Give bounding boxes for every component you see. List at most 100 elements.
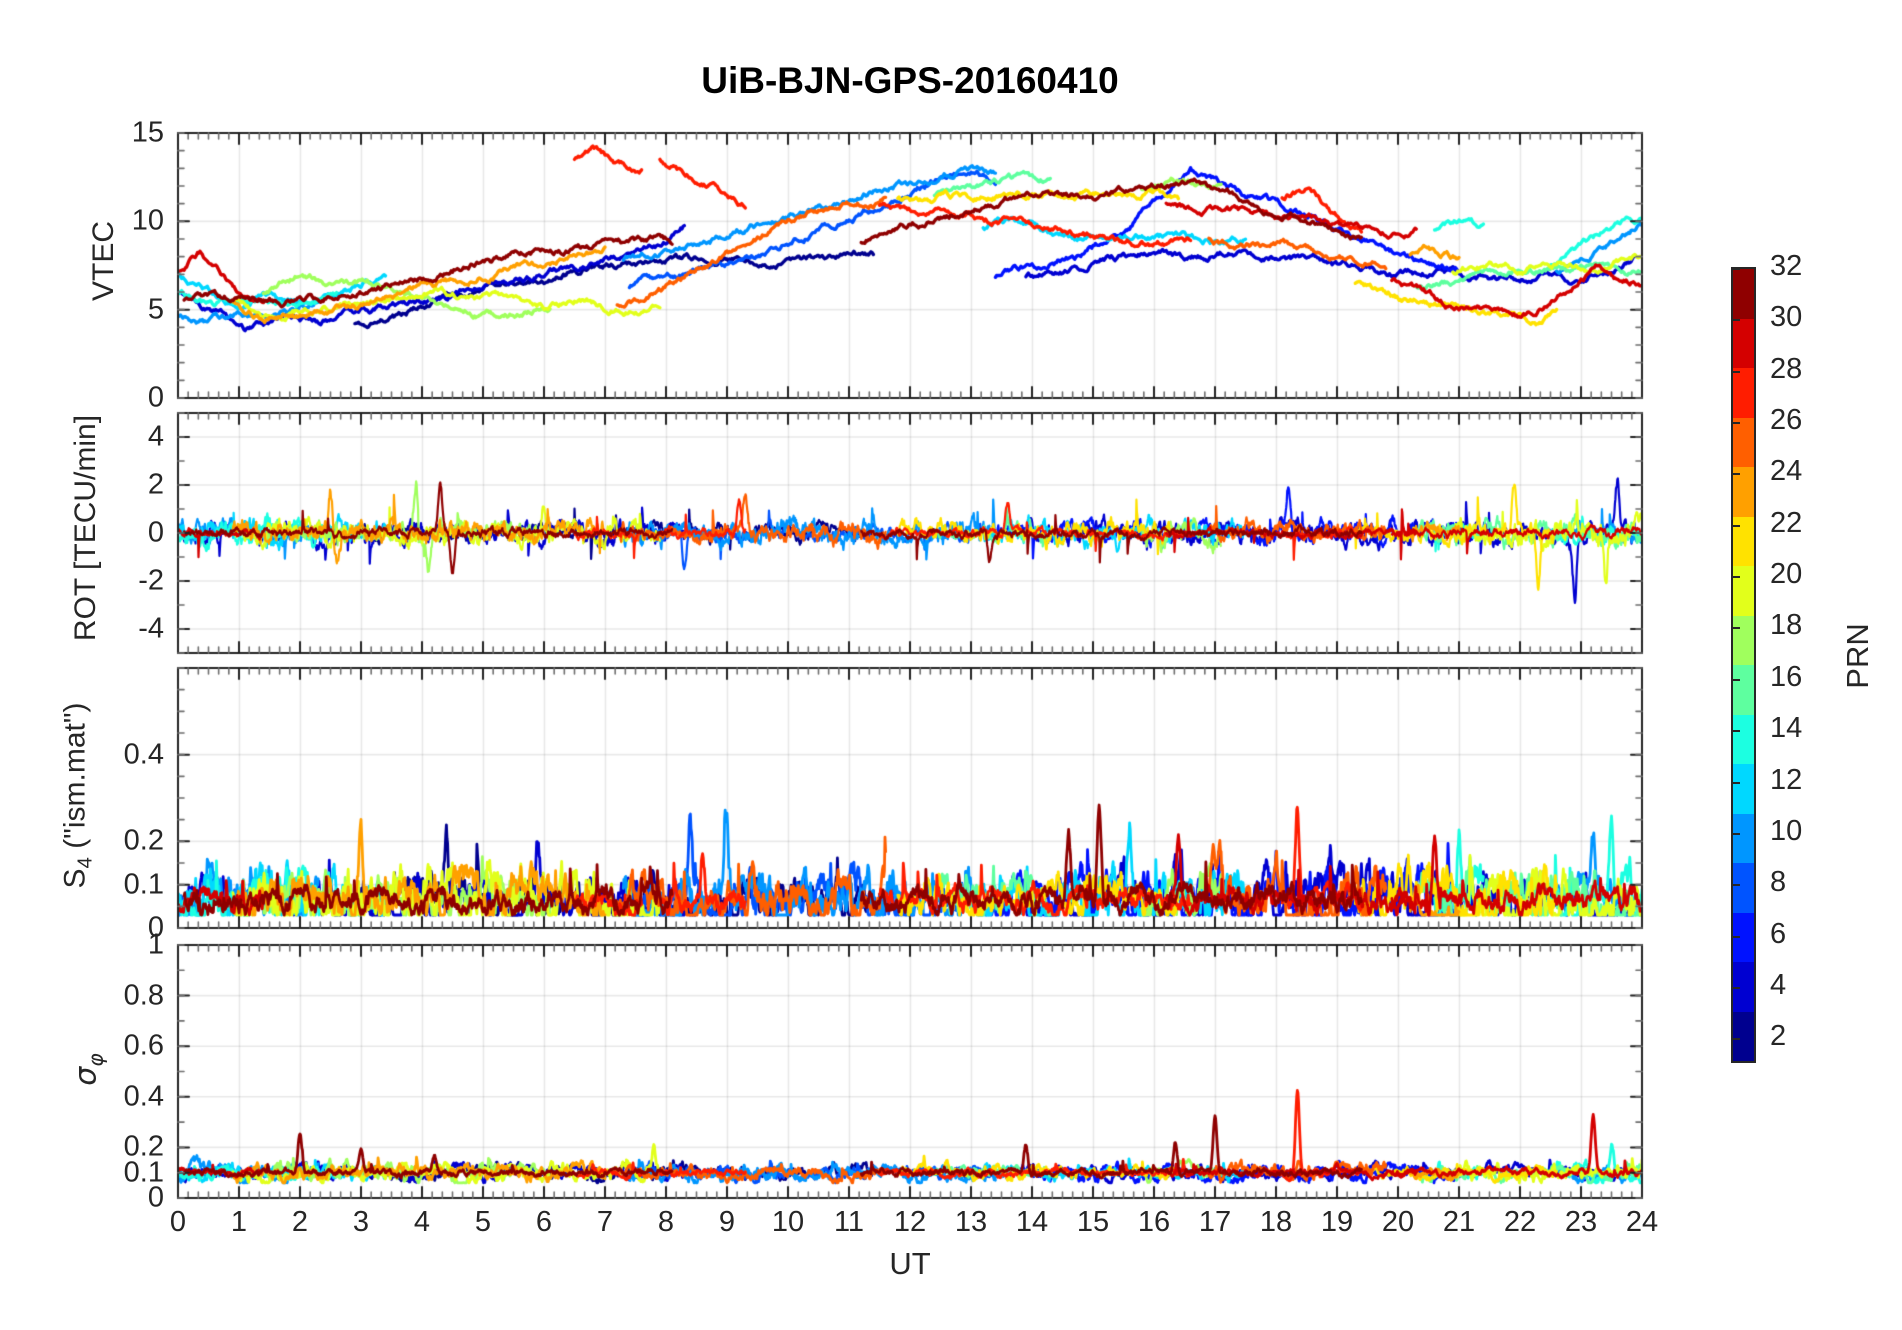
y-tick-label: 0 bbox=[147, 911, 164, 944]
colorbar-band bbox=[1733, 665, 1754, 715]
y-tick-label: 0 bbox=[147, 516, 164, 549]
colorbar-band bbox=[1733, 962, 1754, 1012]
y-tick-label: -2 bbox=[138, 564, 164, 597]
colorbar-tick bbox=[1733, 730, 1740, 733]
colorbar-tick bbox=[1733, 935, 1740, 938]
colorbar-band bbox=[1733, 516, 1754, 566]
y-tick-label: 0.6 bbox=[123, 1029, 164, 1062]
colorbar-tick-label: 8 bbox=[1770, 866, 1787, 899]
colorbar-tick bbox=[1733, 370, 1740, 373]
colorbar-tick bbox=[1733, 422, 1740, 425]
colorbar-tick bbox=[1733, 781, 1740, 784]
colorbar-tick bbox=[1733, 678, 1740, 681]
colorbar bbox=[1731, 267, 1756, 1063]
colorbar-label: PRN bbox=[1840, 623, 1875, 689]
s4-axis-label-sub: 4 bbox=[74, 857, 97, 869]
colorbar-band bbox=[1733, 368, 1754, 418]
colorbar-tick bbox=[1733, 268, 1740, 270]
x-tick-label: 5 bbox=[474, 1206, 492, 1238]
y-tick-label: 4 bbox=[147, 420, 164, 453]
y-tick-label: 0.2 bbox=[123, 1130, 164, 1163]
y-tick-label: 0.4 bbox=[123, 738, 164, 771]
colorbar-tick-label: 4 bbox=[1770, 968, 1787, 1001]
colorbar-tick-label: 12 bbox=[1770, 763, 1803, 796]
x-axis-label: UT bbox=[889, 1246, 931, 1281]
x-tick-label: 13 bbox=[954, 1206, 988, 1238]
x-tick-label: 12 bbox=[893, 1206, 927, 1238]
colorbar-tick-label: 30 bbox=[1770, 301, 1803, 334]
colorbar-tick bbox=[1733, 473, 1740, 476]
colorbar-band bbox=[1733, 912, 1754, 962]
x-tick-label: 2 bbox=[291, 1206, 309, 1238]
y-tick-label: 0 bbox=[147, 1181, 164, 1214]
x-tick-label: 4 bbox=[413, 1206, 431, 1238]
colorbar-tick-label: 26 bbox=[1770, 404, 1803, 437]
y-tick-label: 0.1 bbox=[123, 1156, 164, 1189]
colorbar-tick-label: 32 bbox=[1770, 250, 1803, 282]
y-tick-label: 0.1 bbox=[123, 868, 164, 901]
x-tick-label: 10 bbox=[771, 1206, 805, 1238]
x-tick-label: 14 bbox=[1015, 1206, 1049, 1238]
colorbar-band bbox=[1733, 863, 1754, 913]
colorbar-tick bbox=[1733, 319, 1740, 322]
x-tick-label: 9 bbox=[718, 1206, 736, 1238]
colorbar-tick-label: 22 bbox=[1770, 506, 1803, 539]
colorbar-tick-label: 20 bbox=[1770, 558, 1803, 591]
y-tick-label: 0.2 bbox=[123, 824, 164, 857]
x-tick-label: 7 bbox=[596, 1206, 614, 1238]
y-tick-label: 0 bbox=[147, 381, 164, 414]
x-tick-label: 19 bbox=[1320, 1206, 1354, 1238]
x-tick-label: 17 bbox=[1198, 1206, 1232, 1238]
x-tick-label: 16 bbox=[1137, 1206, 1171, 1238]
colorbar-band bbox=[1733, 566, 1754, 616]
colorbar-tick bbox=[1733, 986, 1740, 989]
x-tick-label: 22 bbox=[1503, 1206, 1537, 1238]
colorbar-band bbox=[1733, 417, 1754, 467]
y-tick-label: 0.8 bbox=[123, 979, 164, 1012]
colorbar-tick bbox=[1733, 627, 1740, 630]
colorbar-tick-label: 24 bbox=[1770, 455, 1803, 488]
x-tick-label: 6 bbox=[535, 1206, 553, 1238]
colorbar-band bbox=[1733, 764, 1754, 814]
colorbar-tick-label: 28 bbox=[1770, 352, 1803, 385]
y-tick-label: 10 bbox=[131, 204, 164, 237]
y-tick-label: 15 bbox=[131, 116, 164, 149]
colorbar-band bbox=[1733, 1011, 1754, 1061]
colorbar-tick-label: 16 bbox=[1770, 660, 1803, 693]
x-tick-label: 3 bbox=[352, 1206, 370, 1238]
colorbar-tick bbox=[1733, 884, 1740, 887]
x-tick-label: 11 bbox=[833, 1206, 865, 1238]
y-tick-label: 1 bbox=[147, 928, 164, 961]
colorbar-tick-label: 14 bbox=[1770, 712, 1803, 745]
colorbar-tick bbox=[1733, 524, 1740, 527]
colorbar-band bbox=[1733, 615, 1754, 665]
y-tick-label: 2 bbox=[147, 468, 164, 501]
colorbar-tick-label: 18 bbox=[1770, 609, 1803, 642]
y-tick-label: -4 bbox=[138, 612, 164, 645]
x-tick-label: 1 bbox=[230, 1206, 248, 1238]
colorbar-band bbox=[1733, 813, 1754, 863]
colorbar-band bbox=[1733, 467, 1754, 517]
colorbar-tick-label: 6 bbox=[1770, 917, 1787, 950]
colorbar-tick bbox=[1733, 832, 1740, 835]
colorbar-band bbox=[1733, 318, 1754, 368]
x-tick-label: 21 bbox=[1442, 1206, 1476, 1238]
chart-title: UiB-BJN-GPS-20160410 bbox=[701, 60, 1119, 101]
x-tick-label: 23 bbox=[1564, 1206, 1598, 1238]
y-tick-label: 0.4 bbox=[123, 1080, 164, 1113]
x-tick-label: 24 bbox=[1625, 1206, 1659, 1238]
x-tick-label: 15 bbox=[1076, 1206, 1110, 1238]
colorbar-tick bbox=[1733, 1038, 1740, 1041]
colorbar-band bbox=[1733, 269, 1754, 319]
colorbar-band bbox=[1733, 714, 1754, 764]
x-tick-label: 18 bbox=[1259, 1206, 1293, 1238]
colorbar-tick bbox=[1733, 576, 1740, 579]
x-tick-label: 8 bbox=[657, 1206, 675, 1238]
colorbar-tick-label: 10 bbox=[1770, 814, 1803, 847]
x-tick-label: 0 bbox=[169, 1206, 187, 1238]
x-tick-label: 20 bbox=[1381, 1206, 1415, 1238]
colorbar-tick-label: 2 bbox=[1770, 1020, 1787, 1053]
y-tick-label: 5 bbox=[147, 293, 164, 326]
